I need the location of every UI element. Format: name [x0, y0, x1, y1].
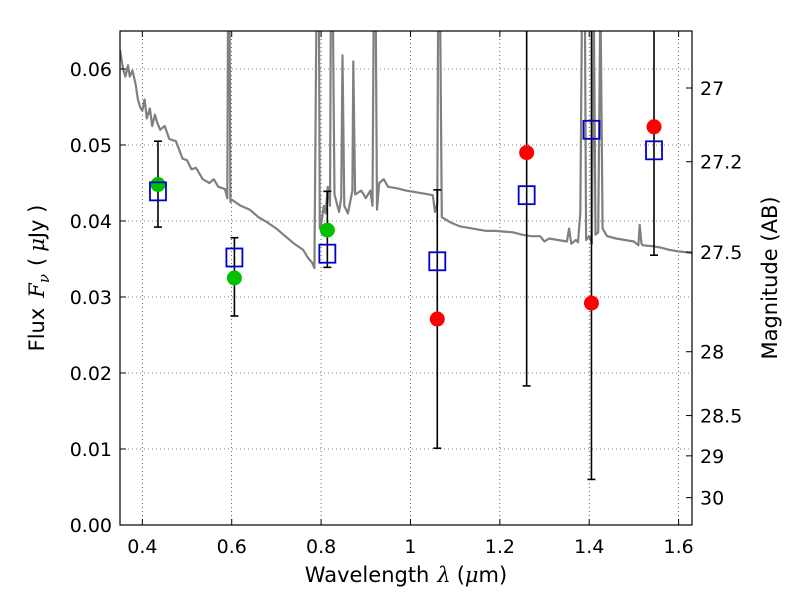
- y2-tick-label: 27: [700, 78, 724, 100]
- y-tick-labels: 0.00 0.01 0.02 0.03 0.04 0.05 0.06: [70, 59, 112, 537]
- detection-point: [226, 270, 242, 286]
- y2-tick-label: 29: [700, 446, 724, 468]
- model-photometry-square: [517, 185, 536, 206]
- detection-point: [319, 222, 335, 238]
- upper-limit-point: [519, 145, 535, 161]
- model-photometry-square: [149, 181, 167, 202]
- x-tick-label: 0.4: [127, 536, 157, 558]
- y-axis-title: FluxFν(μJy ): [25, 205, 53, 352]
- y-tick-label: 0.00: [70, 515, 112, 537]
- y-tick-label: 0.04: [70, 211, 112, 233]
- y-tick-label: 0.06: [70, 59, 112, 81]
- x-tick-label: 0.8: [306, 536, 336, 558]
- x-tick-label: 0.6: [217, 536, 247, 558]
- plot-frame: [119, 30, 693, 526]
- points-layer: [149, 119, 663, 327]
- ticks: [120, 31, 692, 526]
- upper-limit-point: [646, 119, 662, 135]
- y2-tick-labels: 27 27.2 27.5 28 28.5 29 30: [700, 78, 742, 510]
- x-tick-label: 1: [404, 536, 416, 558]
- y2-axis-title: Magnitude (AB): [758, 196, 782, 359]
- model-photometry-square: [582, 119, 601, 140]
- y2-tick-label: 28.5: [700, 406, 742, 428]
- detection-point: [150, 177, 166, 193]
- upper-limit-point: [583, 295, 599, 311]
- x-axis-title: Wavelength λ (μm): [305, 563, 507, 587]
- model-spectrum-line: [120, 31, 692, 270]
- x-tick-labels: 0.4 0.6 0.8 1 1.2 1.4 1.6: [127, 536, 693, 558]
- plot-area: [120, 31, 692, 525]
- x-tick-label: 1.4: [574, 536, 604, 558]
- y-tick-label: 0.03: [70, 287, 112, 309]
- y2-tick-label: 27.2: [700, 152, 742, 174]
- y2-tick-label: 30: [700, 488, 724, 510]
- model-photometry-square: [318, 243, 337, 264]
- model-photometry-square: [225, 247, 244, 268]
- y-tick-label: 0.02: [70, 363, 112, 385]
- grid: [120, 31, 692, 525]
- errorbar-layer: [153, 31, 659, 481]
- y-tick-label: 0.01: [70, 439, 112, 461]
- y-tick-label: 0.05: [70, 135, 112, 157]
- model-photometry-square: [428, 251, 447, 272]
- model-layer: [120, 31, 692, 270]
- model-photometry-square: [645, 140, 663, 161]
- y2-tick-label: 27.5: [700, 242, 742, 264]
- upper-limit-point: [429, 311, 445, 327]
- x-tick-label: 1.2: [485, 536, 515, 558]
- y2-tick-label: 28: [700, 342, 724, 364]
- x-tick-label: 1.6: [663, 536, 693, 558]
